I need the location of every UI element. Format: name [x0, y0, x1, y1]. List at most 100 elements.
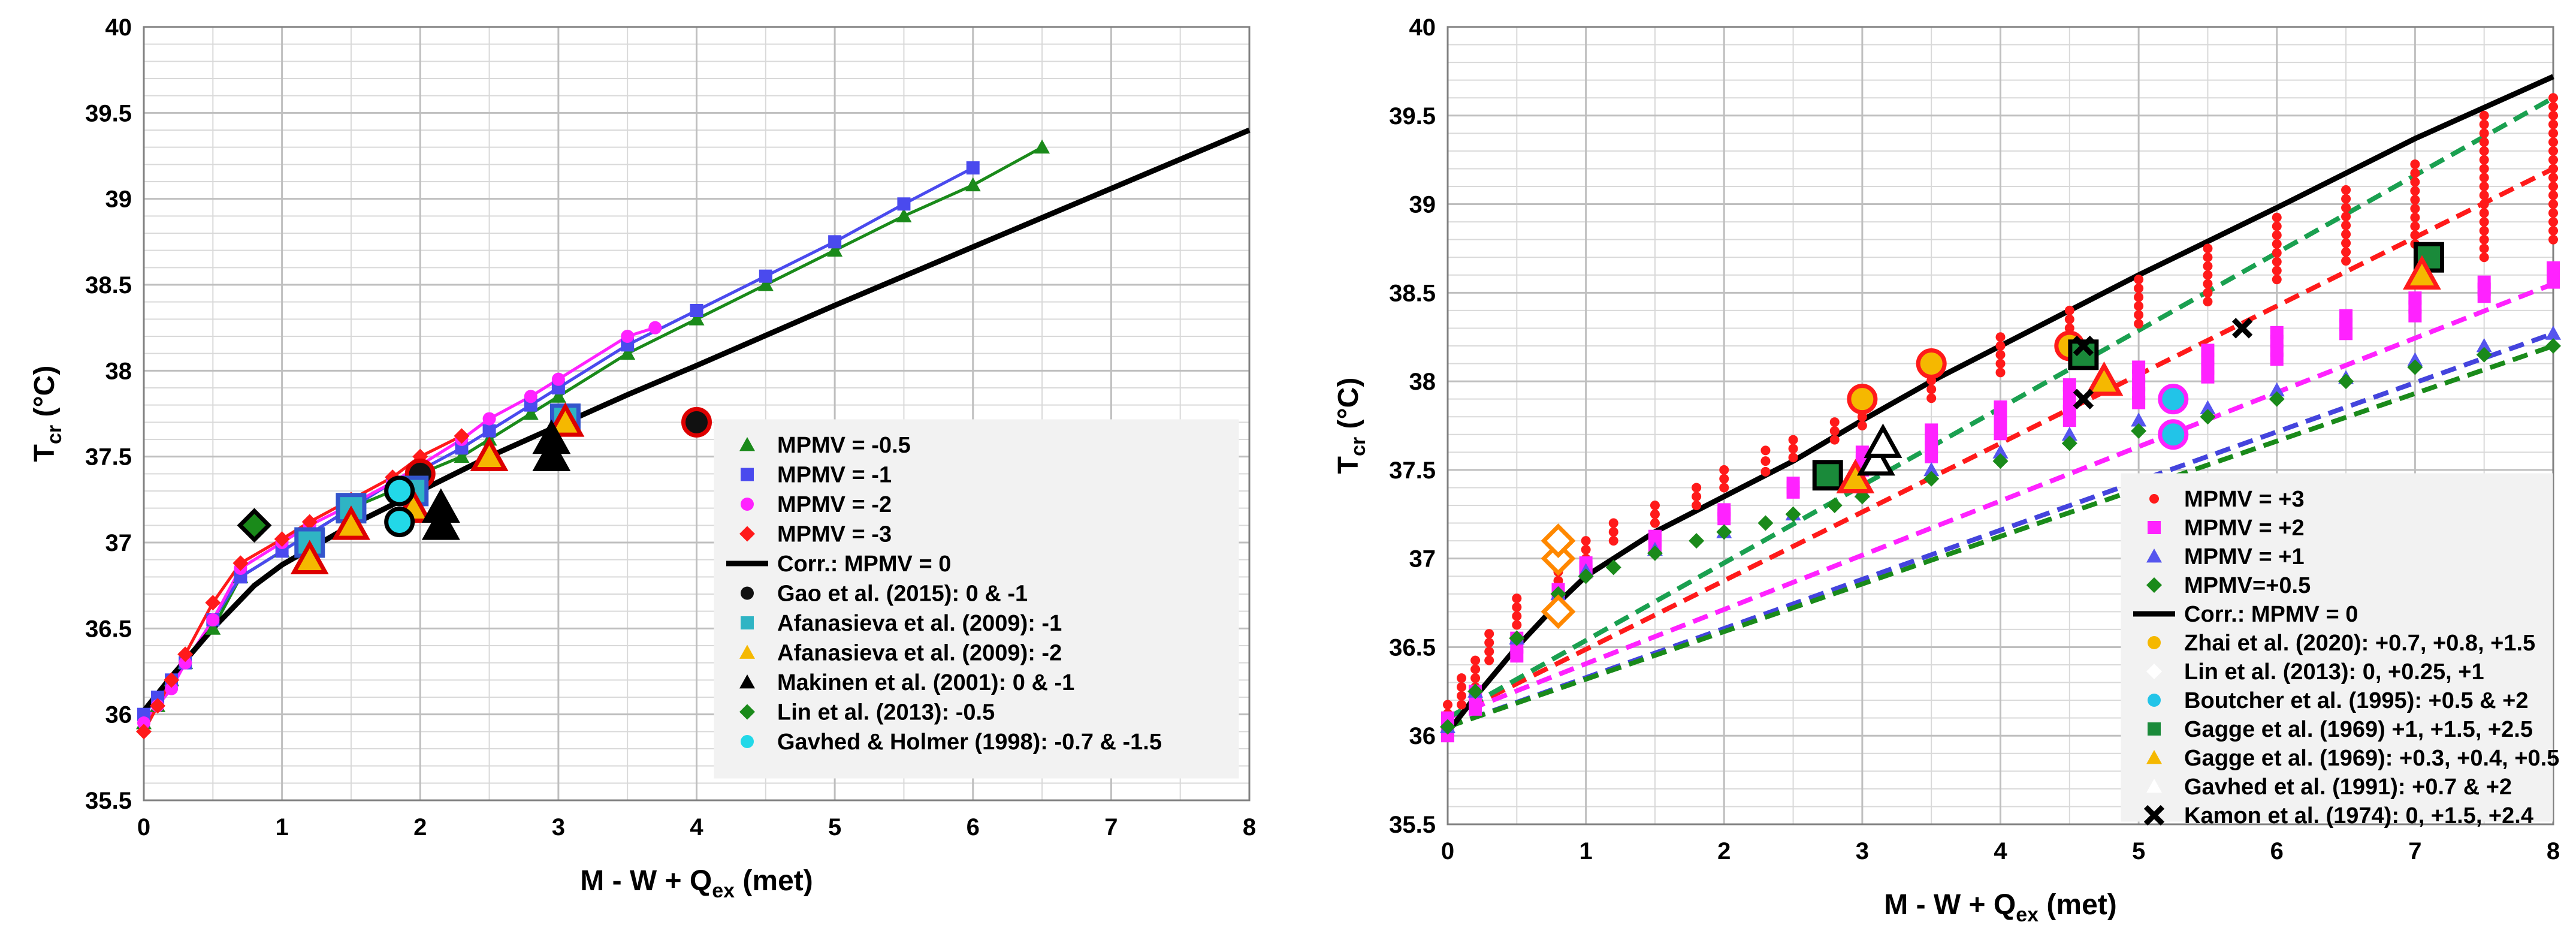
data-point [2339, 309, 2353, 323]
data-point [1034, 139, 1050, 154]
data-point [2410, 168, 2420, 178]
data-point [2341, 229, 2351, 239]
data-point [1916, 348, 1947, 379]
x-axis-label-sub: ex [2016, 903, 2039, 925]
data-point [2410, 186, 2420, 196]
data-point [1484, 638, 1494, 648]
data-point [1785, 506, 1801, 522]
data-point [1650, 509, 1660, 519]
legend-marker [739, 437, 755, 451]
data-point [2341, 256, 2351, 266]
y-axis-label-unit: (°C) [1333, 378, 1364, 437]
y-tick-label: 38.5 [85, 272, 132, 299]
data-point [237, 508, 272, 543]
data-point [1541, 594, 1576, 629]
data-point [482, 412, 496, 426]
legend-marker [739, 526, 755, 542]
data-point [2410, 203, 2420, 213]
data-point [2064, 305, 2074, 315]
data-point [532, 419, 571, 454]
data-point [2341, 212, 2351, 222]
x-tick-label: 2 [1717, 838, 1731, 864]
data-point [1443, 700, 1452, 710]
x-axis-label-main: M - W + Q [1884, 889, 2016, 921]
legend-marker [739, 704, 755, 720]
data-point [2272, 239, 2282, 249]
data-point [1581, 536, 1591, 546]
data-point [965, 177, 981, 192]
data-point [165, 682, 179, 695]
data-point [2203, 261, 2213, 271]
data-point [454, 428, 470, 444]
data-point [688, 311, 705, 326]
data-point [2203, 270, 2213, 280]
data-point [2134, 283, 2144, 293]
x-tick-label: 3 [1856, 838, 1869, 864]
data-point [2341, 194, 2351, 204]
data-point [1512, 620, 1522, 630]
data-point [2085, 361, 2124, 396]
data-point [2272, 248, 2282, 258]
data-point [2158, 419, 2189, 450]
data-point [2479, 119, 2489, 129]
x-axis-label-unit: (met) [2039, 889, 2117, 921]
data-point [550, 388, 566, 403]
data-point [2479, 225, 2489, 236]
data-point [1992, 444, 2009, 459]
data-point [1440, 719, 1455, 735]
data-point [1457, 682, 1467, 692]
data-point [136, 724, 152, 740]
data-point [2410, 195, 2420, 205]
y-axis-label-main: T [1333, 456, 1364, 474]
data-point [2479, 199, 2489, 209]
data-point [1717, 503, 1731, 517]
data-point [828, 235, 842, 249]
data-point [2410, 159, 2420, 170]
data-point [1719, 483, 1729, 493]
data-point [2548, 217, 2558, 227]
x-tick-label: 6 [967, 814, 980, 840]
data-point [1512, 602, 1522, 612]
data-point [2269, 382, 2285, 397]
data-point [1926, 393, 1937, 403]
data-point [1992, 453, 2009, 469]
legend-label: MPMV = -2 [777, 492, 892, 517]
data-point [2548, 225, 2558, 236]
data-point [2545, 338, 2561, 354]
data-point [1470, 673, 1481, 683]
data-point [2479, 252, 2489, 263]
data-point [232, 555, 249, 571]
data-point [1829, 426, 1840, 436]
legend-label: MPMV = -3 [777, 522, 892, 547]
legend-marker [2148, 521, 2161, 534]
data-point [1484, 655, 1494, 665]
right-chart: 35.5 36 36.5 37 37.5 38 38.5 39 39.5 40 0 1 2 3 4 5 6 7 8 M… [1333, 14, 2561, 925]
data-point [2061, 435, 2077, 451]
y-axis-label-sub: cr [43, 425, 66, 444]
data-point [2548, 182, 2558, 191]
legend-marker [2146, 549, 2162, 563]
y-tick-label: 38 [105, 358, 132, 384]
data-point [1994, 400, 2007, 414]
legend-label: MPMV = -0.5 [777, 433, 911, 458]
legend-label: MPMV = +2 [2184, 516, 2305, 541]
data-point [1923, 462, 1940, 477]
legend-label: Boutcher et al. (1995): +0.5 & +2 [2184, 688, 2528, 713]
data-point [2272, 275, 2282, 285]
data-point [2548, 128, 2558, 138]
x-tick-label: 4 [690, 814, 703, 840]
data-point [2479, 110, 2489, 120]
data-point [648, 321, 662, 335]
data-point [2134, 319, 2144, 329]
data-point [759, 269, 772, 283]
y-tick-label: 36 [1409, 723, 1436, 749]
data-point [2073, 388, 2094, 409]
y-tick-label: 37.5 [1389, 457, 1436, 484]
data-point [1836, 459, 1875, 493]
data-point [1692, 501, 1702, 510]
data-point [1995, 341, 2006, 351]
y-axis-label-sub: cr [1347, 437, 1370, 456]
y-tick-label: 39 [105, 186, 132, 213]
x-tick-label: 7 [1104, 814, 1118, 840]
data-point [1760, 466, 1771, 477]
